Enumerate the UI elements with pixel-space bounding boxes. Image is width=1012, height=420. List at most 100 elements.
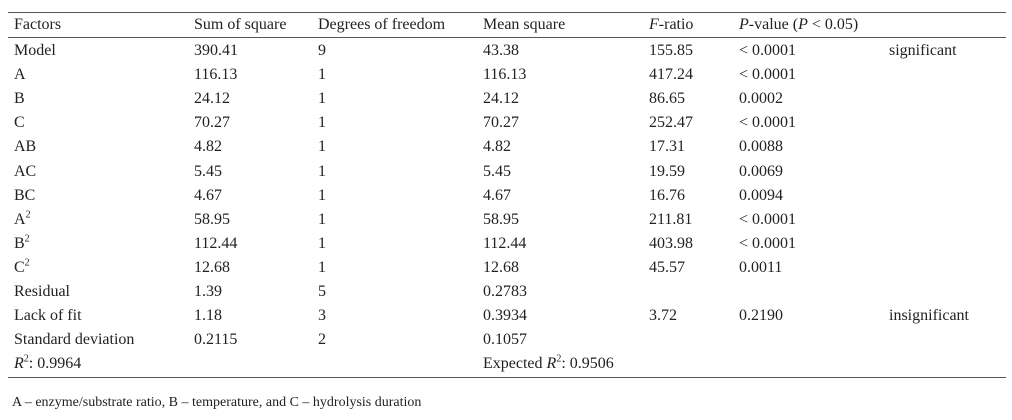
r-squared: R2: 0.9964 (14, 353, 82, 372)
p-value-cell: 0.0069 (739, 162, 783, 180)
header-factors: Factors (14, 16, 62, 33)
significance-cell: insignificant (889, 307, 969, 325)
f-ratio-cell: 417.24 (649, 66, 693, 84)
top-rule (8, 12, 1006, 13)
mean-square-cell: 4.67 (483, 186, 511, 204)
degrees-of-freedom-cell: 1 (318, 114, 326, 132)
degrees-of-freedom-cell: 1 (318, 186, 326, 204)
factor-cell: BC (14, 186, 36, 204)
factor-cell: B2 (14, 233, 30, 252)
sum-of-square-cell: 1.39 (194, 283, 222, 300)
mean-square-cell: 0.3934 (483, 307, 527, 325)
factor-cell: A2 (14, 209, 31, 228)
table-row: Standard deviation 0.2115 2 0.1057 (8, 328, 1006, 352)
p-value-cell: 0.0011 (739, 258, 783, 276)
header-f-ratio: F-ratio (649, 16, 694, 33)
mean-square-cell: 58.95 (483, 210, 519, 228)
factor-cell: AB (14, 138, 37, 156)
table-row: Lack of fit 1.18 3 0.3934 3.72 0.2190 insignif… (8, 304, 1006, 328)
f-ratio-cell: 252.47 (649, 114, 693, 132)
footnote: A – enzyme/substrate ratio, B – temperat… (12, 395, 422, 410)
table-row: C2 12.68 1 12.68 45.57 0.0011 (8, 256, 1006, 280)
sum-of-square-cell: 12.68 (194, 258, 230, 276)
mean-square-cell: 70.27 (483, 114, 519, 132)
f-ratio-cell: 3.72 (649, 307, 677, 325)
f-ratio-cell: 86.65 (649, 90, 685, 108)
sum-of-square-cell: 4.82 (194, 138, 222, 156)
degrees-of-freedom-cell: 1 (318, 210, 326, 228)
table-row: B2 112.44 1 112.44 403.98 < 0.0001 (8, 232, 1006, 256)
degrees-of-freedom-cell: 2 (318, 331, 326, 349)
table-row: C 70.27 1 70.27 252.47 < 0.0001 (8, 111, 1006, 135)
mean-square-cell: 116.13 (483, 66, 527, 84)
expected-r-squared: Expected R2: 0.9506 (483, 353, 614, 372)
degrees-of-freedom-cell: 1 (318, 162, 326, 180)
degrees-of-freedom-cell: 1 (318, 66, 326, 84)
p-value-cell: < 0.0001 (739, 210, 797, 228)
degrees-of-freedom-cell: 1 (318, 234, 326, 252)
sum-of-square-cell: 58.95 (194, 210, 230, 228)
factor-cell: C (14, 114, 25, 132)
sum-of-square-cell: 1.18 (194, 307, 222, 325)
f-ratio-cell: 45.57 (649, 258, 685, 276)
mean-square-cell: 0.2783 (483, 283, 527, 300)
f-ratio-cell: 19.59 (649, 162, 685, 180)
sum-of-square-cell: 5.45 (194, 162, 222, 180)
sum-of-square-cell: 24.12 (194, 90, 230, 108)
mean-square-cell: 43.38 (483, 42, 519, 59)
degrees-of-freedom-cell: 3 (318, 307, 326, 325)
p-value-cell: 0.0088 (739, 138, 783, 156)
p-value-cell: 0.0002 (739, 90, 783, 108)
degrees-of-freedom-cell: 5 (318, 283, 326, 300)
table-row: BC 4.67 1 4.67 16.76 0.0094 (8, 184, 1006, 208)
factor-cell: C2 (14, 257, 30, 276)
factor-cell: Residual (14, 283, 70, 300)
header-degrees-of-freedom: Degrees of freedom (318, 16, 446, 33)
f-ratio-cell: 211.81 (649, 210, 693, 228)
p-value-cell: < 0.0001 (739, 114, 797, 132)
p-value-cell: 0.2190 (739, 307, 783, 325)
mean-square-cell: 0.1057 (483, 331, 527, 349)
sum-of-square-cell: 4.67 (194, 186, 222, 204)
sum-of-square-cell: 116.13 (194, 66, 238, 84)
header-mean-square: Mean square (483, 16, 566, 33)
mean-square-cell: 24.12 (483, 90, 519, 108)
degrees-of-freedom-cell: 1 (318, 258, 326, 276)
summary-row: R2: 0.9964 Expected R2: 0.9506 (8, 352, 1006, 376)
factor-cell: Model (14, 42, 56, 59)
sum-of-square-cell: 390.41 (194, 42, 238, 59)
table-row: B 24.12 1 24.12 86.65 0.0002 (8, 87, 1006, 111)
degrees-of-freedom-cell: 1 (318, 90, 326, 108)
sum-of-square-cell: 0.2115 (194, 331, 238, 349)
sum-of-square-cell: 112.44 (194, 234, 238, 252)
p-value-cell: 0.0094 (739, 186, 783, 204)
mean-square-cell: 5.45 (483, 162, 511, 180)
degrees-of-freedom-cell: 1 (318, 138, 326, 156)
factor-cell: Standard deviation (14, 331, 135, 349)
significance-cell: significant (889, 42, 957, 59)
f-ratio-cell: 403.98 (649, 234, 693, 252)
table-row: AB 4.82 1 4.82 17.31 0.0088 (8, 135, 1006, 159)
f-ratio-cell: 155.85 (649, 42, 693, 59)
p-value-cell: < 0.0001 (739, 42, 797, 59)
sum-of-square-cell: 70.27 (194, 114, 230, 132)
factor-cell: B (14, 90, 25, 108)
header-rule (8, 37, 1006, 38)
f-ratio-cell: 16.76 (649, 186, 685, 204)
table-row: Residual 1.39 5 0.2783 (8, 280, 1006, 304)
table-row: Model 390.41 9 43.38 155.85 < 0.0001 significa… (8, 39, 1006, 63)
mean-square-cell: 112.44 (483, 234, 527, 252)
factor-cell: A (14, 66, 26, 84)
table-row: A 116.13 1 116.13 417.24 < 0.0001 (8, 63, 1006, 87)
table-row: A2 58.95 1 58.95 211.81 < 0.0001 (8, 208, 1006, 232)
header-row: Factors Sum of square Degrees of freedom… (8, 13, 1006, 37)
header-p-value: P-value (P < 0.05) (739, 16, 859, 33)
mean-square-cell: 12.68 (483, 258, 519, 276)
header-sum-of-square: Sum of square (194, 16, 287, 33)
factor-cell: Lack of fit (14, 307, 82, 325)
p-value-cell: < 0.0001 (739, 234, 797, 252)
mean-square-cell: 4.82 (483, 138, 511, 156)
f-ratio-cell: 17.31 (649, 138, 685, 156)
bottom-rule (8, 377, 1006, 378)
degrees-of-freedom-cell: 9 (318, 42, 326, 59)
